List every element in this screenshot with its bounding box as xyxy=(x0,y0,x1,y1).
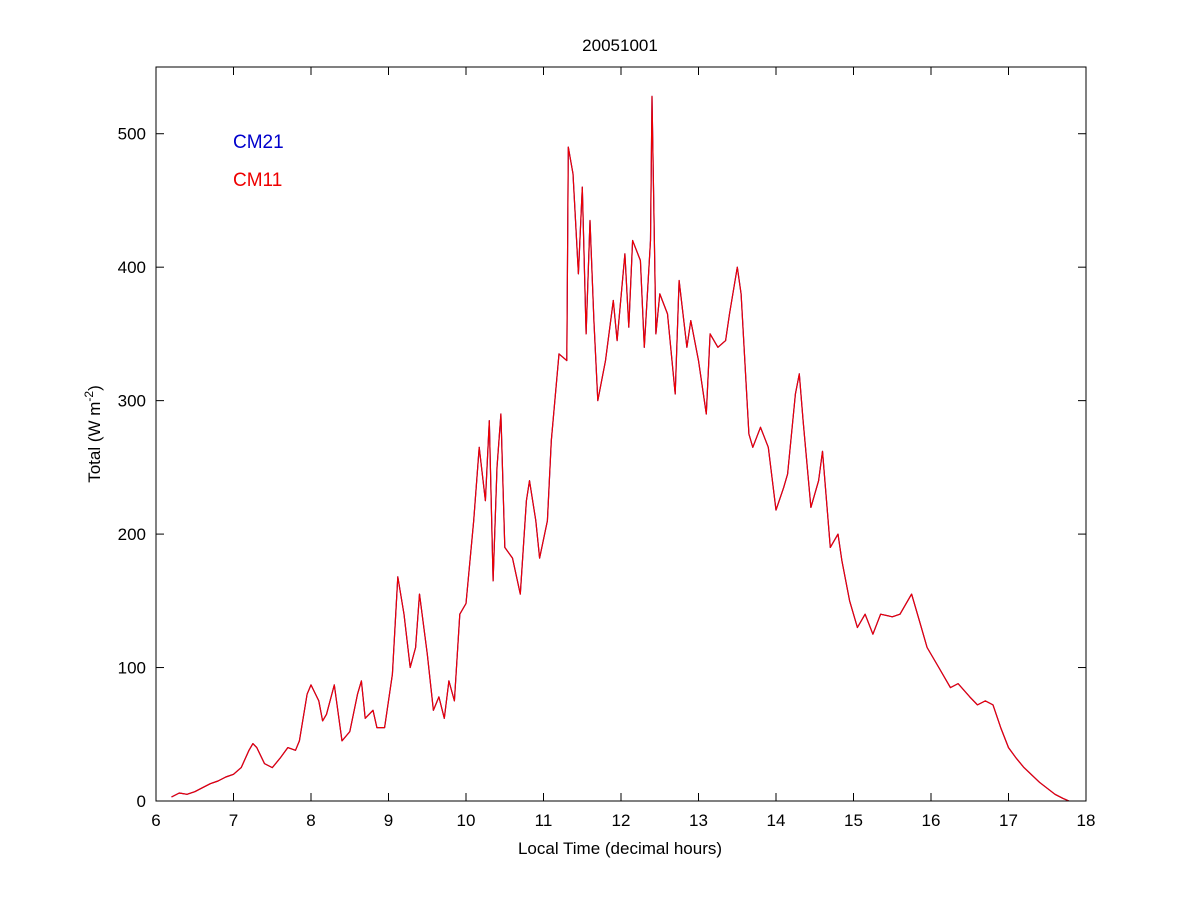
chart-title: 20051001 xyxy=(582,36,658,55)
y-axis-title-close: ) xyxy=(85,385,104,391)
x-tick-label: 12 xyxy=(612,811,631,830)
y-tick-label: 400 xyxy=(118,258,146,277)
legend-entry-cm21: CM21 xyxy=(233,132,284,153)
y-tick-label: 500 xyxy=(118,125,146,144)
x-tick-label: 17 xyxy=(999,811,1018,830)
y-tick-label: 100 xyxy=(118,659,146,678)
legend-entry-cm11: CM11 xyxy=(233,170,282,191)
series-line-cm21 xyxy=(171,95,1070,802)
y-axis-title-main: Total (W m xyxy=(85,402,104,483)
y-axis-title-superscript: -2 xyxy=(82,391,96,402)
x-tick-label: 15 xyxy=(844,811,863,830)
x-tick-label: 13 xyxy=(689,811,708,830)
tick-labels-layer: 6 7 8 9 10 11 12 13 14 15 16 17 18 0 100 200 300 400 500 xyxy=(118,125,1096,830)
y-tick-label: 0 xyxy=(137,792,146,811)
x-tick-label: 14 xyxy=(767,811,786,830)
legend: CM21 CM11 xyxy=(233,132,284,191)
x-tick-label: 11 xyxy=(535,811,553,830)
ticks-layer xyxy=(155,67,1087,802)
y-tick-label: 300 xyxy=(118,392,146,411)
x-tick-label: 9 xyxy=(384,811,393,830)
x-axis-title: Local Time (decimal hours) xyxy=(518,839,722,858)
series-line-cm11 xyxy=(171,95,1070,802)
x-tick-label: 7 xyxy=(229,811,238,830)
x-tick-label: 6 xyxy=(151,811,160,830)
x-tick-label: 10 xyxy=(457,811,476,830)
series-layer xyxy=(171,95,1070,802)
y-tick-label: 200 xyxy=(118,525,146,544)
x-tick-label: 8 xyxy=(306,811,315,830)
x-tick-label: 18 xyxy=(1077,811,1096,830)
x-tick-label: 16 xyxy=(922,811,941,830)
plot-frame xyxy=(155,66,1087,802)
y-axis-title: Total (W m-2) xyxy=(82,385,104,483)
